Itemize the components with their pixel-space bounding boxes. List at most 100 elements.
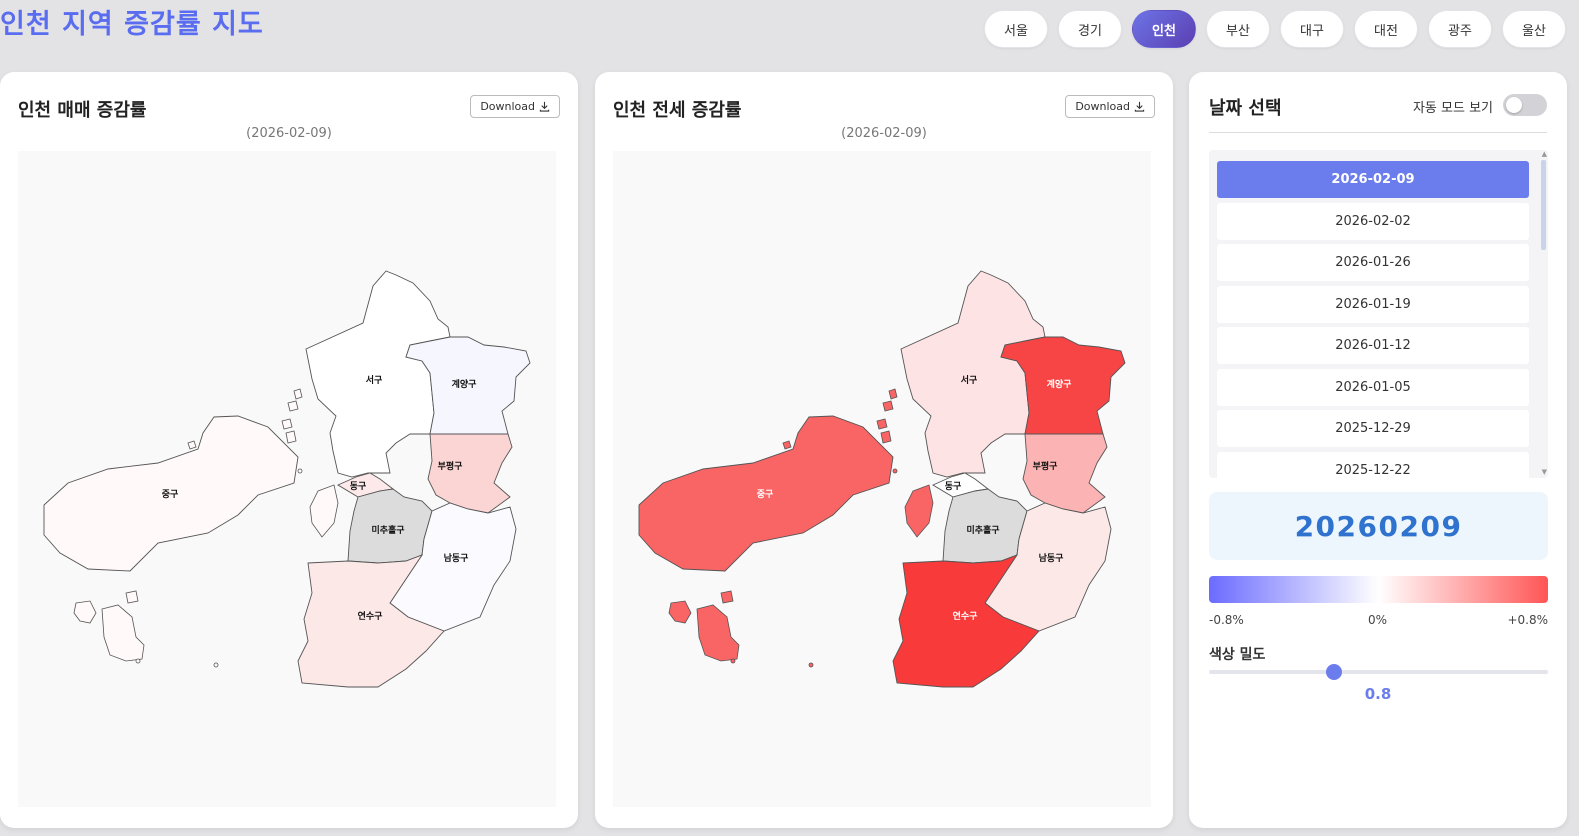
region-bupyeong[interactable] xyxy=(427,433,513,514)
date-list[interactable]: 2026-02-09 2026-02-02 2026-01-26 2026-01-19… xyxy=(1209,150,1548,478)
region-label-gyeyang: 계양구 xyxy=(452,378,477,390)
region-label-seogu: 서구 xyxy=(961,374,978,386)
download-button[interactable]: Download xyxy=(1065,95,1155,118)
sale-map-card: 인천 매매 증감률 Download (2026-02-09) 서구 계양구 부평구… xyxy=(0,72,578,828)
region-label-junggu: 중구 xyxy=(757,489,774,500)
toggle-knob xyxy=(1506,97,1522,113)
date-item[interactable]: 2026-01-26 xyxy=(1217,244,1529,281)
region-junggu[interactable] xyxy=(43,415,299,572)
date-item[interactable]: 2026-01-05 xyxy=(1217,368,1529,406)
island-shape xyxy=(73,600,97,624)
island-shape xyxy=(187,440,197,450)
region-bupyeong[interactable] xyxy=(1022,433,1108,514)
tab-seoul[interactable]: 서울 xyxy=(984,10,1048,48)
island-dot xyxy=(213,662,219,668)
region-gyeyang[interactable] xyxy=(405,336,531,435)
island-dot xyxy=(892,468,898,474)
region-yeonsu[interactable] xyxy=(297,554,445,688)
card-date: (2026-02-09) xyxy=(246,126,332,141)
region-label-michuhol: 미추홀구 xyxy=(371,524,404,536)
island-shape xyxy=(888,388,898,400)
region-label-michuhol: 미추홀구 xyxy=(966,524,999,536)
auto-mode-toggle[interactable] xyxy=(1503,94,1547,116)
region-label-donggu: 동구 xyxy=(945,481,962,492)
color-scale xyxy=(1209,576,1548,603)
date-item[interactable]: 2026-01-12 xyxy=(1217,327,1529,364)
island-dot xyxy=(730,658,736,664)
region-seogu[interactable] xyxy=(900,270,1046,478)
scroll-down-icon[interactable]: ▼ xyxy=(1541,468,1547,476)
page-title: 인천 지역 증감률 지도 xyxy=(0,9,264,40)
density-value: 0.8 xyxy=(1364,685,1392,703)
city-tabs: 서울 경기 인천 부산 대구 대전 광주 울산 xyxy=(984,10,1566,48)
tab-daegu[interactable]: 대구 xyxy=(1280,10,1344,48)
scrollbar[interactable] xyxy=(1541,160,1546,470)
island-shape xyxy=(125,590,139,604)
island-dot xyxy=(297,468,303,474)
island-dot xyxy=(808,662,814,668)
island-shape xyxy=(876,418,888,430)
island-shape xyxy=(668,600,692,624)
download-button[interactable]: Download xyxy=(470,95,560,118)
date-list-items: 2026-02-09 2026-02-02 2026-01-26 2026-01-19… xyxy=(1217,161,1529,478)
date-item[interactable]: 2026-01-19 xyxy=(1217,285,1529,323)
tab-busan[interactable]: 부산 xyxy=(1206,10,1270,48)
island-shape xyxy=(293,388,303,400)
card-date: (2026-02-09) xyxy=(841,126,927,141)
scale-mid-label: 0% xyxy=(1368,613,1388,627)
region-label-yeonsu: 연수구 xyxy=(358,611,383,622)
tab-incheon[interactable]: 인천 xyxy=(1132,10,1196,48)
island-shape xyxy=(285,430,297,444)
card-title: 인천 전세 증감률 xyxy=(613,100,742,121)
tab-gyeonggi[interactable]: 경기 xyxy=(1058,10,1122,48)
side-title: 날짜 선택 xyxy=(1209,98,1282,119)
tab-daejeon[interactable]: 대전 xyxy=(1354,10,1418,48)
region-label-donggu: 동구 xyxy=(350,481,367,492)
download-label: Download xyxy=(1075,100,1130,113)
scroll-thumb[interactable] xyxy=(1541,160,1546,250)
date-item[interactable]: 2025-12-29 xyxy=(1217,410,1529,447)
island-shape xyxy=(696,604,740,662)
tab-ulsan[interactable]: 울산 xyxy=(1502,10,1566,48)
region-label-gyeyang: 계양구 xyxy=(1047,378,1072,390)
region-label-yeonsu: 연수구 xyxy=(953,611,978,622)
tab-gwangju[interactable]: 광주 xyxy=(1428,10,1492,48)
island-shape xyxy=(882,400,894,412)
scale-min-label: -0.8% xyxy=(1209,613,1244,627)
region-label-bupyeong: 부평구 xyxy=(1033,460,1058,472)
download-label: Download xyxy=(480,100,535,113)
date-item[interactable]: 2025-12-22 xyxy=(1217,451,1529,478)
selected-date-display: 20260209 xyxy=(1209,492,1548,560)
date-item[interactable]: 2026-02-02 xyxy=(1217,202,1529,240)
auto-mode-label: 자동 모드 보기 xyxy=(1412,101,1493,116)
scroll-up-icon[interactable]: ▲ xyxy=(1541,150,1547,158)
date-item[interactable]: 2026-02-09 xyxy=(1217,161,1529,198)
region-label-seogu: 서구 xyxy=(366,374,383,386)
density-slider[interactable] xyxy=(1209,670,1548,674)
island-shape xyxy=(904,484,934,538)
map-area: 서구 계양구 부평구 중구 동구 미추홀구 남동구 연수구 xyxy=(613,151,1151,807)
island-shape xyxy=(720,590,734,604)
island-shape xyxy=(101,604,145,662)
divider xyxy=(1209,132,1547,133)
region-label-bupyeong: 부평구 xyxy=(438,460,463,472)
density-slider-thumb[interactable] xyxy=(1326,664,1343,680)
scale-max-label: +0.8% xyxy=(1507,613,1548,627)
island-shape xyxy=(281,418,293,430)
island-shape xyxy=(782,440,792,450)
region-seogu[interactable] xyxy=(305,270,451,478)
date-select-card: 날짜 선택 자동 모드 보기 2026-02-09 2026-02-02 2026-… xyxy=(1189,72,1567,828)
download-icon xyxy=(1134,101,1145,112)
region-yeonsu[interactable] xyxy=(892,554,1040,688)
region-label-junggu: 중구 xyxy=(162,489,179,500)
island-shape xyxy=(309,484,339,538)
island-shape xyxy=(287,400,299,412)
download-icon xyxy=(539,101,550,112)
region-label-namdong: 남동구 xyxy=(444,552,469,564)
region-junggu[interactable] xyxy=(638,415,894,572)
region-gyeyang[interactable] xyxy=(1000,336,1126,435)
